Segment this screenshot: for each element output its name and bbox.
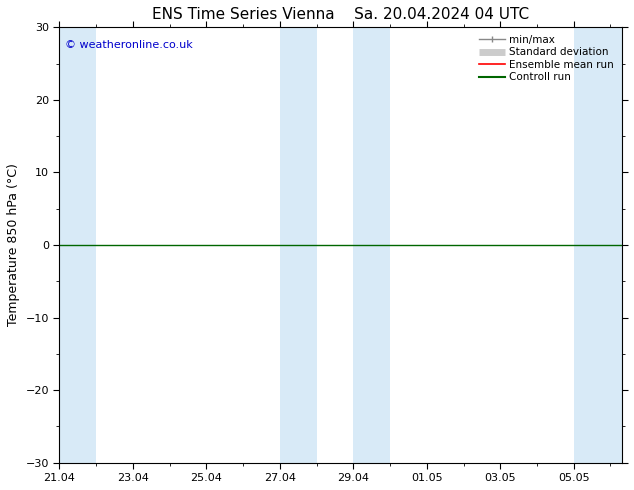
Legend: min/max, Standard deviation, Ensemble mean run, Controll run: min/max, Standard deviation, Ensemble me…: [475, 30, 618, 87]
Title: ENS Time Series Vienna    Sa. 20.04.2024 04 UTC: ENS Time Series Vienna Sa. 20.04.2024 04…: [152, 7, 529, 22]
Text: © weatheronline.co.uk: © weatheronline.co.uk: [65, 40, 193, 50]
Bar: [574, 27, 621, 463]
Bar: [353, 27, 390, 463]
Bar: [60, 27, 96, 463]
Y-axis label: Temperature 850 hPa (°C): Temperature 850 hPa (°C): [7, 164, 20, 326]
Bar: [280, 27, 316, 463]
